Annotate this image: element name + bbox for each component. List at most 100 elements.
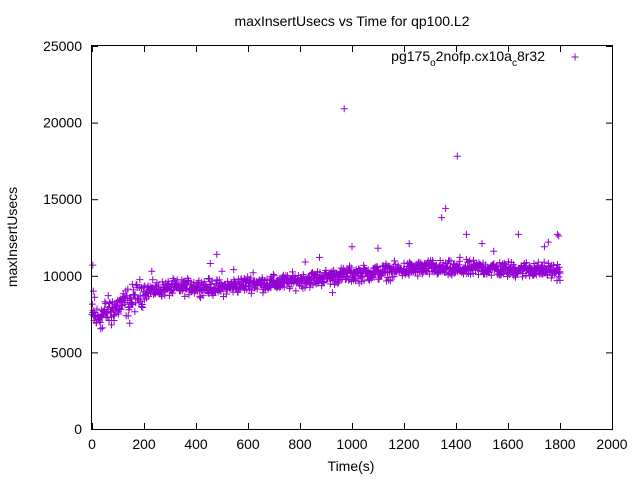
data-point	[199, 292, 207, 300]
legend-subscript: o	[430, 58, 436, 69]
data-point-outlier	[213, 250, 221, 258]
data-point-outlier	[98, 324, 106, 332]
y-tick-label: 10000	[43, 268, 82, 284]
data-point	[232, 278, 240, 286]
data-point-outlier	[456, 253, 464, 261]
data-point-outlier	[442, 204, 450, 212]
legend-marker-symbol	[571, 53, 579, 61]
data-point	[204, 274, 212, 282]
y-tick-label: 15000	[43, 191, 82, 207]
data-point	[450, 269, 458, 277]
data-point-outlier	[316, 253, 323, 261]
data-point	[556, 269, 564, 277]
x-tick-label: 0	[88, 436, 96, 452]
data-point-outlier	[126, 319, 134, 327]
data-point-outlier	[230, 266, 238, 274]
data-point	[131, 291, 139, 299]
data-point	[390, 273, 398, 281]
y-tick-label: 25000	[43, 38, 82, 54]
data-point	[247, 274, 255, 282]
legend-subscript: c	[512, 58, 517, 69]
data-point	[215, 276, 223, 284]
data-point	[286, 283, 294, 291]
x-tick-label: 1400	[440, 436, 471, 452]
data-point	[276, 283, 284, 291]
data-point-outlier	[301, 258, 309, 266]
data-point	[93, 305, 101, 313]
data-point	[474, 271, 482, 279]
x-axis-label: Time(s)	[328, 458, 375, 474]
data-point-outlier	[89, 287, 97, 295]
data-point	[135, 299, 143, 307]
data-point-outlier	[329, 289, 336, 297]
legend-text-part: 2nofp.cx10a	[436, 48, 512, 64]
data-point	[414, 272, 422, 280]
data-point	[555, 273, 563, 281]
data-point	[466, 257, 474, 265]
data-point-outlier	[218, 267, 226, 275]
data-point	[204, 289, 212, 297]
data-point	[117, 305, 125, 313]
y-tick-label: 0	[74, 421, 82, 437]
data-point	[487, 271, 495, 279]
x-tick-label: 1600	[492, 436, 523, 452]
data-point	[385, 276, 393, 284]
data-point-outlier	[89, 261, 97, 269]
legend-label: pg175o2nofp.cx10ac8r32	[391, 48, 545, 69]
data-point	[216, 287, 224, 295]
data-point-outlier	[206, 260, 214, 268]
data-point	[158, 292, 166, 300]
data-point	[137, 297, 145, 305]
x-tick-label: 2000	[596, 436, 627, 452]
legend-text-part: pg175	[391, 48, 430, 64]
data-point	[128, 299, 136, 307]
data-point	[101, 298, 109, 306]
data-point	[390, 257, 398, 265]
data-point	[292, 287, 300, 295]
x-tick-label: 1200	[388, 436, 419, 452]
data-point-outlier	[374, 244, 382, 252]
data-point	[318, 282, 326, 290]
data-point	[469, 256, 477, 264]
data-point	[386, 277, 394, 285]
data-point	[104, 292, 112, 300]
data-point	[124, 312, 132, 320]
plot-points	[88, 105, 564, 333]
x-tick-label: 400	[184, 436, 208, 452]
data-point-outlier	[438, 214, 446, 222]
data-point-outlier	[490, 247, 498, 255]
legend-text-part: 8r32	[517, 48, 545, 64]
x-tick-label: 600	[236, 436, 260, 452]
y-tick-label: 5000	[51, 344, 82, 360]
data-point-outlier	[91, 293, 99, 301]
data-point-outlier	[514, 230, 522, 238]
data-point-outlier	[478, 240, 486, 248]
x-tick-label: 800	[288, 436, 312, 452]
data-point-outlier	[556, 276, 564, 284]
data-point-outlier	[249, 269, 257, 277]
data-point-outlier	[555, 232, 563, 240]
data-point-outlier	[348, 243, 356, 251]
data-point	[522, 271, 530, 279]
data-point	[124, 285, 132, 293]
chart-title: maxInsertUsecs vs Time for qp100.L2	[235, 13, 470, 29]
data-point	[269, 270, 277, 278]
data-point	[200, 278, 208, 286]
data-point	[539, 262, 547, 270]
data-point	[110, 311, 118, 319]
data-point	[88, 300, 96, 308]
data-point	[540, 258, 548, 266]
plot-frame	[91, 45, 613, 430]
x-tick-label: 200	[132, 436, 156, 452]
legend: pg175o2nofp.cx10ac8r32	[391, 48, 579, 69]
data-point	[504, 258, 512, 266]
data-point-outlier	[553, 230, 561, 238]
data-point	[139, 303, 147, 311]
data-point	[169, 289, 177, 297]
data-point	[158, 278, 166, 286]
data-point	[334, 279, 342, 287]
data-point	[181, 292, 189, 300]
data-point	[104, 314, 112, 322]
data-point	[121, 300, 129, 308]
